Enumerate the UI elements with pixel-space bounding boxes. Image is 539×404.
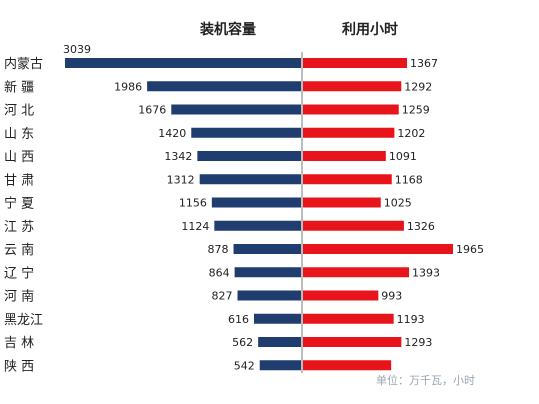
category-label: 宁 夏 [4, 196, 34, 212]
left-bar [214, 220, 302, 231]
category-label: 甘 肃 [4, 173, 34, 188]
left-header: 装机容量 [199, 21, 256, 38]
left-bar [147, 81, 302, 92]
right-bar [302, 290, 379, 301]
left-bar [171, 104, 302, 115]
right-bar [302, 360, 392, 371]
left-value-label: 827 [212, 290, 233, 303]
right-value-label: 1326 [407, 220, 435, 233]
category-label: 辽 宁 [4, 265, 34, 281]
category-label: 山 西 [4, 150, 34, 165]
right-header: 利用小时 [342, 21, 398, 38]
left-bar [258, 337, 302, 347]
left-bar [253, 313, 302, 324]
left-value-label: 878 [208, 243, 229, 256]
left-value-label: 616 [228, 313, 249, 326]
category-label: 陕 西 [4, 359, 34, 374]
right-bar [302, 104, 399, 115]
category-label: 吉 林 [4, 336, 34, 351]
right-value-label: 1293 [404, 336, 432, 349]
left-value-label: 1420 [158, 127, 186, 140]
left-value-label: 562 [232, 336, 253, 349]
right-bar [302, 220, 404, 231]
left-value-label: 1676 [138, 104, 166, 117]
right-bar [302, 267, 410, 278]
left-bar [237, 290, 302, 301]
right-value-label: 1292 [404, 80, 432, 93]
left-bar [259, 360, 302, 371]
left-bar [65, 58, 302, 68]
right-bar [302, 197, 381, 208]
left-bar [191, 127, 302, 138]
right-value-label: 1367 [410, 57, 438, 70]
left-value-label: 1156 [179, 197, 207, 210]
left-value-label: 3039 [63, 43, 91, 56]
right-bar [302, 244, 453, 254]
category-label: 河 南 [4, 289, 34, 305]
right-value-label: 1965 [456, 243, 484, 256]
right-value-label: 1168 [395, 173, 423, 186]
left-value-label: 1124 [181, 220, 209, 233]
right-value-label: 1259 [402, 104, 430, 117]
right-value-label: 993 [381, 290, 402, 303]
right-value-label: 1091 [389, 150, 417, 163]
category-label: 山 东 [4, 127, 34, 142]
bars-group: 内蒙古 3039 1367 新 疆 1986 1292 河 北 1676 1259 山 东 1420… [4, 43, 484, 374]
right-bar [302, 151, 386, 161]
left-bar [234, 267, 302, 278]
right-value-label: 1393 [412, 266, 440, 279]
category-label: 云 南 [4, 242, 34, 258]
left-value-label: 1342 [164, 150, 192, 163]
left-value-label: 1986 [114, 80, 142, 93]
left-bar [197, 151, 302, 161]
category-label: 内蒙古 [4, 56, 43, 72]
right-bar [302, 81, 402, 92]
right-value-label: 1025 [384, 197, 412, 210]
left-value-label: 864 [209, 266, 230, 279]
right-bar [302, 313, 394, 324]
left-bar [233, 244, 302, 254]
category-label: 新 疆 [4, 79, 34, 95]
left-bar [211, 197, 302, 208]
right-bar [302, 174, 392, 185]
right-bar [302, 337, 402, 347]
category-label: 黑龙江 [4, 313, 43, 328]
right-value-label: 1193 [397, 313, 425, 326]
right-bar [302, 58, 408, 68]
category-label: 河 北 [4, 104, 34, 119]
left-bar [199, 174, 302, 185]
left-value-label: 1312 [167, 173, 195, 186]
right-bar [302, 127, 395, 138]
left-value-label: 542 [234, 359, 255, 372]
units-watermark: 单位：万千瓦，小时 [376, 373, 475, 387]
category-label: 江 苏 [4, 219, 34, 235]
right-value-label: 1202 [397, 127, 425, 140]
